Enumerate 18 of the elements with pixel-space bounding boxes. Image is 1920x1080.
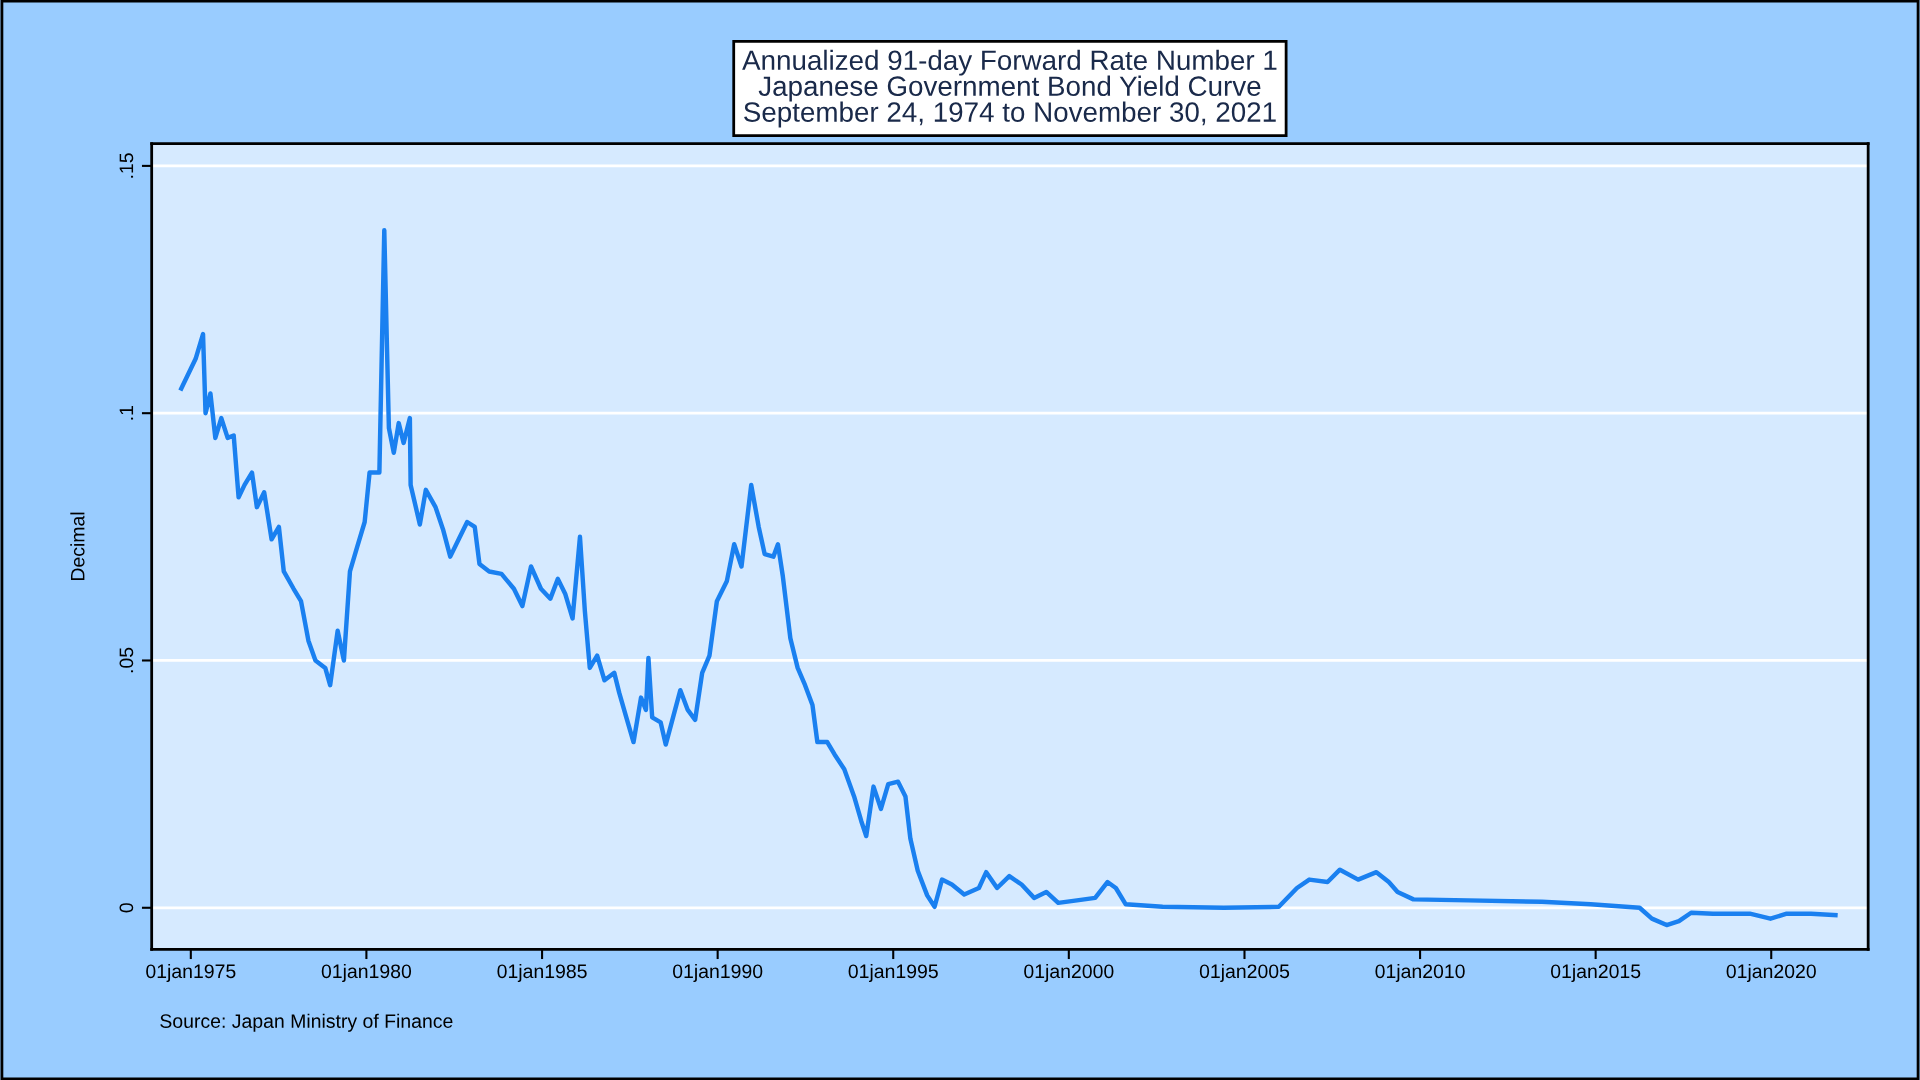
chart-title: Annualized 91-day Forward Rate Number 1 Japanese Government Bond Yield Curve September 24, 1974 to November 30, 2021 (742, 49, 1277, 128)
y-tick-label: 0 (119, 903, 134, 913)
x-tick-label: 01jan1980 (321, 963, 412, 983)
y-tick-label: .15 (119, 153, 134, 178)
y-tick-label: .1 (119, 406, 134, 420)
y-axis-title: Decimal (70, 512, 85, 580)
x-tick-label: 01jan2020 (1726, 963, 1816, 983)
x-tick-label: 01jan1975 (146, 963, 236, 983)
x-tick-label: 01jan1990 (673, 963, 763, 983)
y-tick-label: .05 (119, 647, 134, 673)
source-note: Source: Japan Ministry of Finance (160, 1013, 453, 1032)
x-tick-label: 01jan2015 (1551, 963, 1641, 983)
x-tick-label: 01jan1985 (497, 963, 587, 983)
x-tick-label: 01jan2000 (1024, 963, 1114, 983)
x-tick-label: 01jan1995 (848, 963, 938, 983)
x-tick-label: 01jan2005 (1199, 963, 1290, 983)
line-series (179, 227, 1838, 928)
x-tick-label: 01jan2010 (1375, 963, 1465, 983)
